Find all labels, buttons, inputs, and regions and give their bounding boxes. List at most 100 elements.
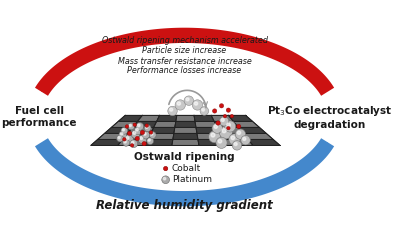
Circle shape xyxy=(164,166,168,171)
Circle shape xyxy=(212,109,217,113)
Circle shape xyxy=(129,124,131,127)
Circle shape xyxy=(133,132,136,134)
Circle shape xyxy=(149,131,153,134)
Circle shape xyxy=(145,124,149,127)
Circle shape xyxy=(138,135,147,144)
Circle shape xyxy=(227,123,230,127)
Polygon shape xyxy=(196,127,220,133)
Circle shape xyxy=(128,123,135,130)
Polygon shape xyxy=(151,127,175,133)
Text: Ostwald ripening mechanism accelerated: Ostwald ripening mechanism accelerated xyxy=(102,36,268,45)
Circle shape xyxy=(194,102,198,105)
Circle shape xyxy=(184,96,193,105)
Polygon shape xyxy=(105,127,133,133)
Circle shape xyxy=(142,131,150,139)
Polygon shape xyxy=(214,121,238,127)
Circle shape xyxy=(145,126,148,128)
Circle shape xyxy=(142,142,146,146)
Circle shape xyxy=(143,133,146,135)
Circle shape xyxy=(235,129,245,139)
Circle shape xyxy=(138,124,140,127)
Polygon shape xyxy=(198,139,226,145)
Circle shape xyxy=(243,137,246,140)
Circle shape xyxy=(229,134,240,145)
Circle shape xyxy=(202,108,204,111)
Polygon shape xyxy=(138,115,160,121)
Circle shape xyxy=(227,126,230,130)
Polygon shape xyxy=(223,139,253,145)
Polygon shape xyxy=(112,121,138,127)
Polygon shape xyxy=(233,121,259,127)
Circle shape xyxy=(131,130,140,139)
Polygon shape xyxy=(154,121,176,127)
Polygon shape xyxy=(118,115,143,121)
Circle shape xyxy=(186,98,189,101)
Text: Cobalt: Cobalt xyxy=(172,164,201,173)
Polygon shape xyxy=(195,121,217,127)
Text: Fuel cell
performance: Fuel cell performance xyxy=(2,106,77,128)
Text: Mass transfer resistance increase: Mass transfer resistance increase xyxy=(118,57,251,66)
Circle shape xyxy=(231,136,235,139)
Polygon shape xyxy=(194,115,214,121)
Polygon shape xyxy=(238,127,266,133)
Circle shape xyxy=(200,107,209,115)
Polygon shape xyxy=(197,133,223,139)
Polygon shape xyxy=(175,121,196,127)
Circle shape xyxy=(136,123,144,130)
Circle shape xyxy=(162,176,169,184)
Circle shape xyxy=(219,117,229,126)
Circle shape xyxy=(214,125,217,128)
Circle shape xyxy=(133,123,136,126)
Circle shape xyxy=(230,114,234,118)
Polygon shape xyxy=(229,115,253,121)
Circle shape xyxy=(209,131,221,143)
Polygon shape xyxy=(98,133,128,139)
Text: Relative humidity gradient: Relative humidity gradient xyxy=(96,199,273,212)
Circle shape xyxy=(122,129,125,131)
Polygon shape xyxy=(128,127,154,133)
Circle shape xyxy=(121,127,128,134)
Polygon shape xyxy=(220,133,248,139)
Circle shape xyxy=(120,133,123,135)
Circle shape xyxy=(144,125,151,132)
Text: Ostwald ripening: Ostwald ripening xyxy=(134,152,235,161)
Text: Performance losses increase: Performance losses increase xyxy=(128,66,242,75)
Circle shape xyxy=(125,125,129,128)
Circle shape xyxy=(140,130,145,135)
Circle shape xyxy=(130,140,138,147)
Circle shape xyxy=(237,131,241,134)
Circle shape xyxy=(241,135,250,145)
Circle shape xyxy=(222,129,226,133)
Polygon shape xyxy=(91,139,123,145)
Circle shape xyxy=(127,131,132,135)
Circle shape xyxy=(140,137,143,139)
Circle shape xyxy=(177,102,180,105)
Circle shape xyxy=(216,121,220,125)
Circle shape xyxy=(170,108,173,111)
Circle shape xyxy=(126,136,129,139)
Polygon shape xyxy=(118,139,148,145)
Circle shape xyxy=(117,135,124,142)
Polygon shape xyxy=(172,139,199,145)
Polygon shape xyxy=(133,121,157,127)
Circle shape xyxy=(223,114,227,118)
Circle shape xyxy=(124,141,126,143)
Circle shape xyxy=(147,138,154,145)
Circle shape xyxy=(149,132,156,139)
Circle shape xyxy=(136,128,138,131)
Circle shape xyxy=(175,100,186,110)
Circle shape xyxy=(219,104,224,108)
Polygon shape xyxy=(173,133,198,139)
Circle shape xyxy=(124,135,134,144)
Polygon shape xyxy=(174,127,197,133)
Circle shape xyxy=(151,133,153,135)
Circle shape xyxy=(168,106,177,116)
Text: Pt$_3$Co electrocatalyst
degradation: Pt$_3$Co electrocatalyst degradation xyxy=(267,104,392,130)
Polygon shape xyxy=(157,115,177,121)
Polygon shape xyxy=(145,139,173,145)
Circle shape xyxy=(135,136,139,141)
Circle shape xyxy=(148,139,150,141)
Circle shape xyxy=(218,139,222,143)
Circle shape xyxy=(211,133,215,137)
Polygon shape xyxy=(248,139,280,145)
